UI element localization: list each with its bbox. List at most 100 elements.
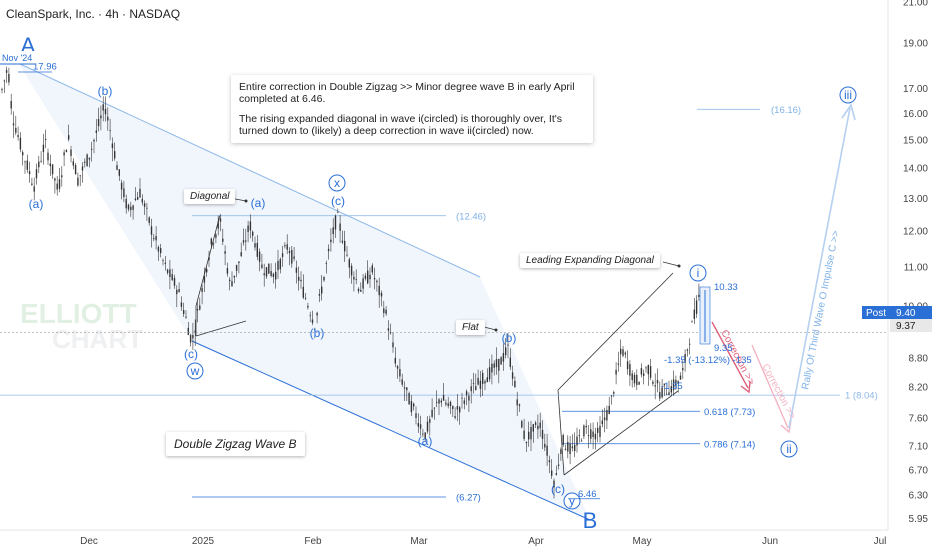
candle-body bbox=[51, 164, 54, 175]
candle-body bbox=[413, 403, 415, 407]
wave-label-12: y bbox=[569, 494, 575, 508]
candle-body bbox=[164, 262, 166, 264]
candle-body bbox=[111, 143, 114, 149]
leading-diagonal-left bbox=[557, 389, 565, 476]
candle-body bbox=[569, 443, 571, 454]
candle-body bbox=[143, 203, 146, 207]
wave-label-7: (c) bbox=[184, 347, 198, 361]
x-tick-4: Apr bbox=[528, 536, 544, 547]
level-label-3: 0.618 (7.73) bbox=[704, 407, 755, 418]
candle-body bbox=[656, 379, 659, 384]
candle-body bbox=[10, 100, 12, 109]
candle-body bbox=[620, 348, 622, 355]
x-axis: Dec 2025 Feb Mar Apr May Jun Jul bbox=[80, 536, 886, 547]
candle-body bbox=[615, 369, 617, 375]
candle-body bbox=[210, 238, 212, 245]
candle-body bbox=[410, 401, 413, 413]
candle-body bbox=[564, 448, 567, 450]
x-tick-3: Mar bbox=[410, 536, 428, 547]
candle-body bbox=[350, 265, 353, 276]
candle-body bbox=[505, 347, 507, 356]
candle-body bbox=[426, 421, 429, 432]
candle-body bbox=[15, 128, 17, 133]
candle-body bbox=[300, 279, 302, 282]
candle-body bbox=[647, 365, 649, 375]
candle-body bbox=[608, 405, 610, 415]
candle-body bbox=[311, 319, 314, 323]
candle-body bbox=[518, 404, 521, 406]
candle-body bbox=[574, 444, 576, 452]
candle-body bbox=[445, 402, 447, 405]
y-axis: 21.00 19.00 17.00 16.00 15.00 14.00 13.00 12.00… bbox=[903, 0, 928, 525]
channel-upper-line bbox=[17, 62, 481, 278]
candle-body bbox=[203, 276, 206, 283]
candle-body bbox=[449, 401, 452, 407]
candle-body bbox=[298, 276, 300, 281]
level-lines: (16.16) (12.46) 1 (8.04) 0.618 (7.73) 0.786 … bbox=[0, 105, 878, 503]
candle-body bbox=[249, 221, 252, 231]
candle-body bbox=[325, 263, 327, 264]
candle-body bbox=[153, 238, 155, 240]
channel-lower-line bbox=[191, 340, 591, 521]
candle-body bbox=[626, 361, 629, 370]
candle-body bbox=[206, 269, 208, 273]
candle-body bbox=[63, 152, 65, 156]
candle-body bbox=[390, 332, 392, 334]
candle-body bbox=[502, 353, 505, 362]
candle-body bbox=[339, 223, 341, 231]
candle-body bbox=[226, 268, 229, 274]
candle-body bbox=[387, 328, 390, 331]
candle-body bbox=[594, 433, 597, 440]
candle-body bbox=[590, 429, 592, 439]
candle-body bbox=[107, 116, 109, 121]
candle-body bbox=[419, 424, 422, 429]
y-tick-16: 5.95 bbox=[909, 514, 929, 525]
candle-body bbox=[224, 251, 226, 254]
candle-body bbox=[199, 305, 201, 310]
candle-body bbox=[691, 321, 693, 323]
wave-label-4: x bbox=[334, 176, 340, 190]
candle-body bbox=[587, 435, 590, 437]
wave-circle-14 bbox=[689, 264, 707, 282]
candle-body bbox=[102, 104, 104, 111]
candle-body bbox=[284, 245, 286, 247]
candle-body bbox=[417, 423, 419, 427]
diagonal-pointer-dot bbox=[244, 199, 248, 203]
measure-label-2: -1.35 bbox=[661, 381, 683, 392]
level-label-0: (16.16) bbox=[771, 105, 801, 116]
candle-body bbox=[272, 273, 275, 277]
candle-body bbox=[360, 289, 362, 292]
candle-body bbox=[268, 263, 270, 274]
candle-body bbox=[178, 289, 180, 293]
candle-body bbox=[511, 372, 514, 379]
candle-body bbox=[263, 273, 265, 276]
wave-label-13: B bbox=[583, 508, 598, 533]
candle-body bbox=[123, 188, 125, 198]
candle-body bbox=[576, 436, 578, 446]
candle-body bbox=[24, 161, 26, 163]
candle-body bbox=[277, 260, 279, 271]
candle-body bbox=[74, 165, 77, 175]
candle-body bbox=[475, 386, 477, 391]
candle-body bbox=[686, 349, 689, 351]
wave-label-14: i bbox=[697, 266, 700, 280]
candle-body bbox=[17, 135, 19, 137]
candle-body bbox=[1, 89, 3, 91]
candle-body bbox=[399, 369, 401, 377]
candle-body bbox=[369, 274, 371, 280]
watermark-line1: ELLIOTT bbox=[20, 298, 137, 329]
candle-body bbox=[132, 205, 134, 210]
candle-body bbox=[97, 118, 100, 127]
candle-body bbox=[189, 334, 192, 343]
candle-body bbox=[580, 440, 583, 442]
candle-body bbox=[40, 160, 42, 162]
candle-body bbox=[383, 308, 385, 314]
diagonal-lower-line bbox=[195, 320, 247, 337]
candle-body bbox=[240, 252, 242, 257]
candle-body bbox=[130, 206, 132, 211]
candle-body bbox=[438, 399, 440, 404]
x-tick-6: Jun bbox=[762, 536, 778, 547]
candle-body bbox=[12, 123, 15, 126]
candle-body bbox=[187, 327, 189, 335]
